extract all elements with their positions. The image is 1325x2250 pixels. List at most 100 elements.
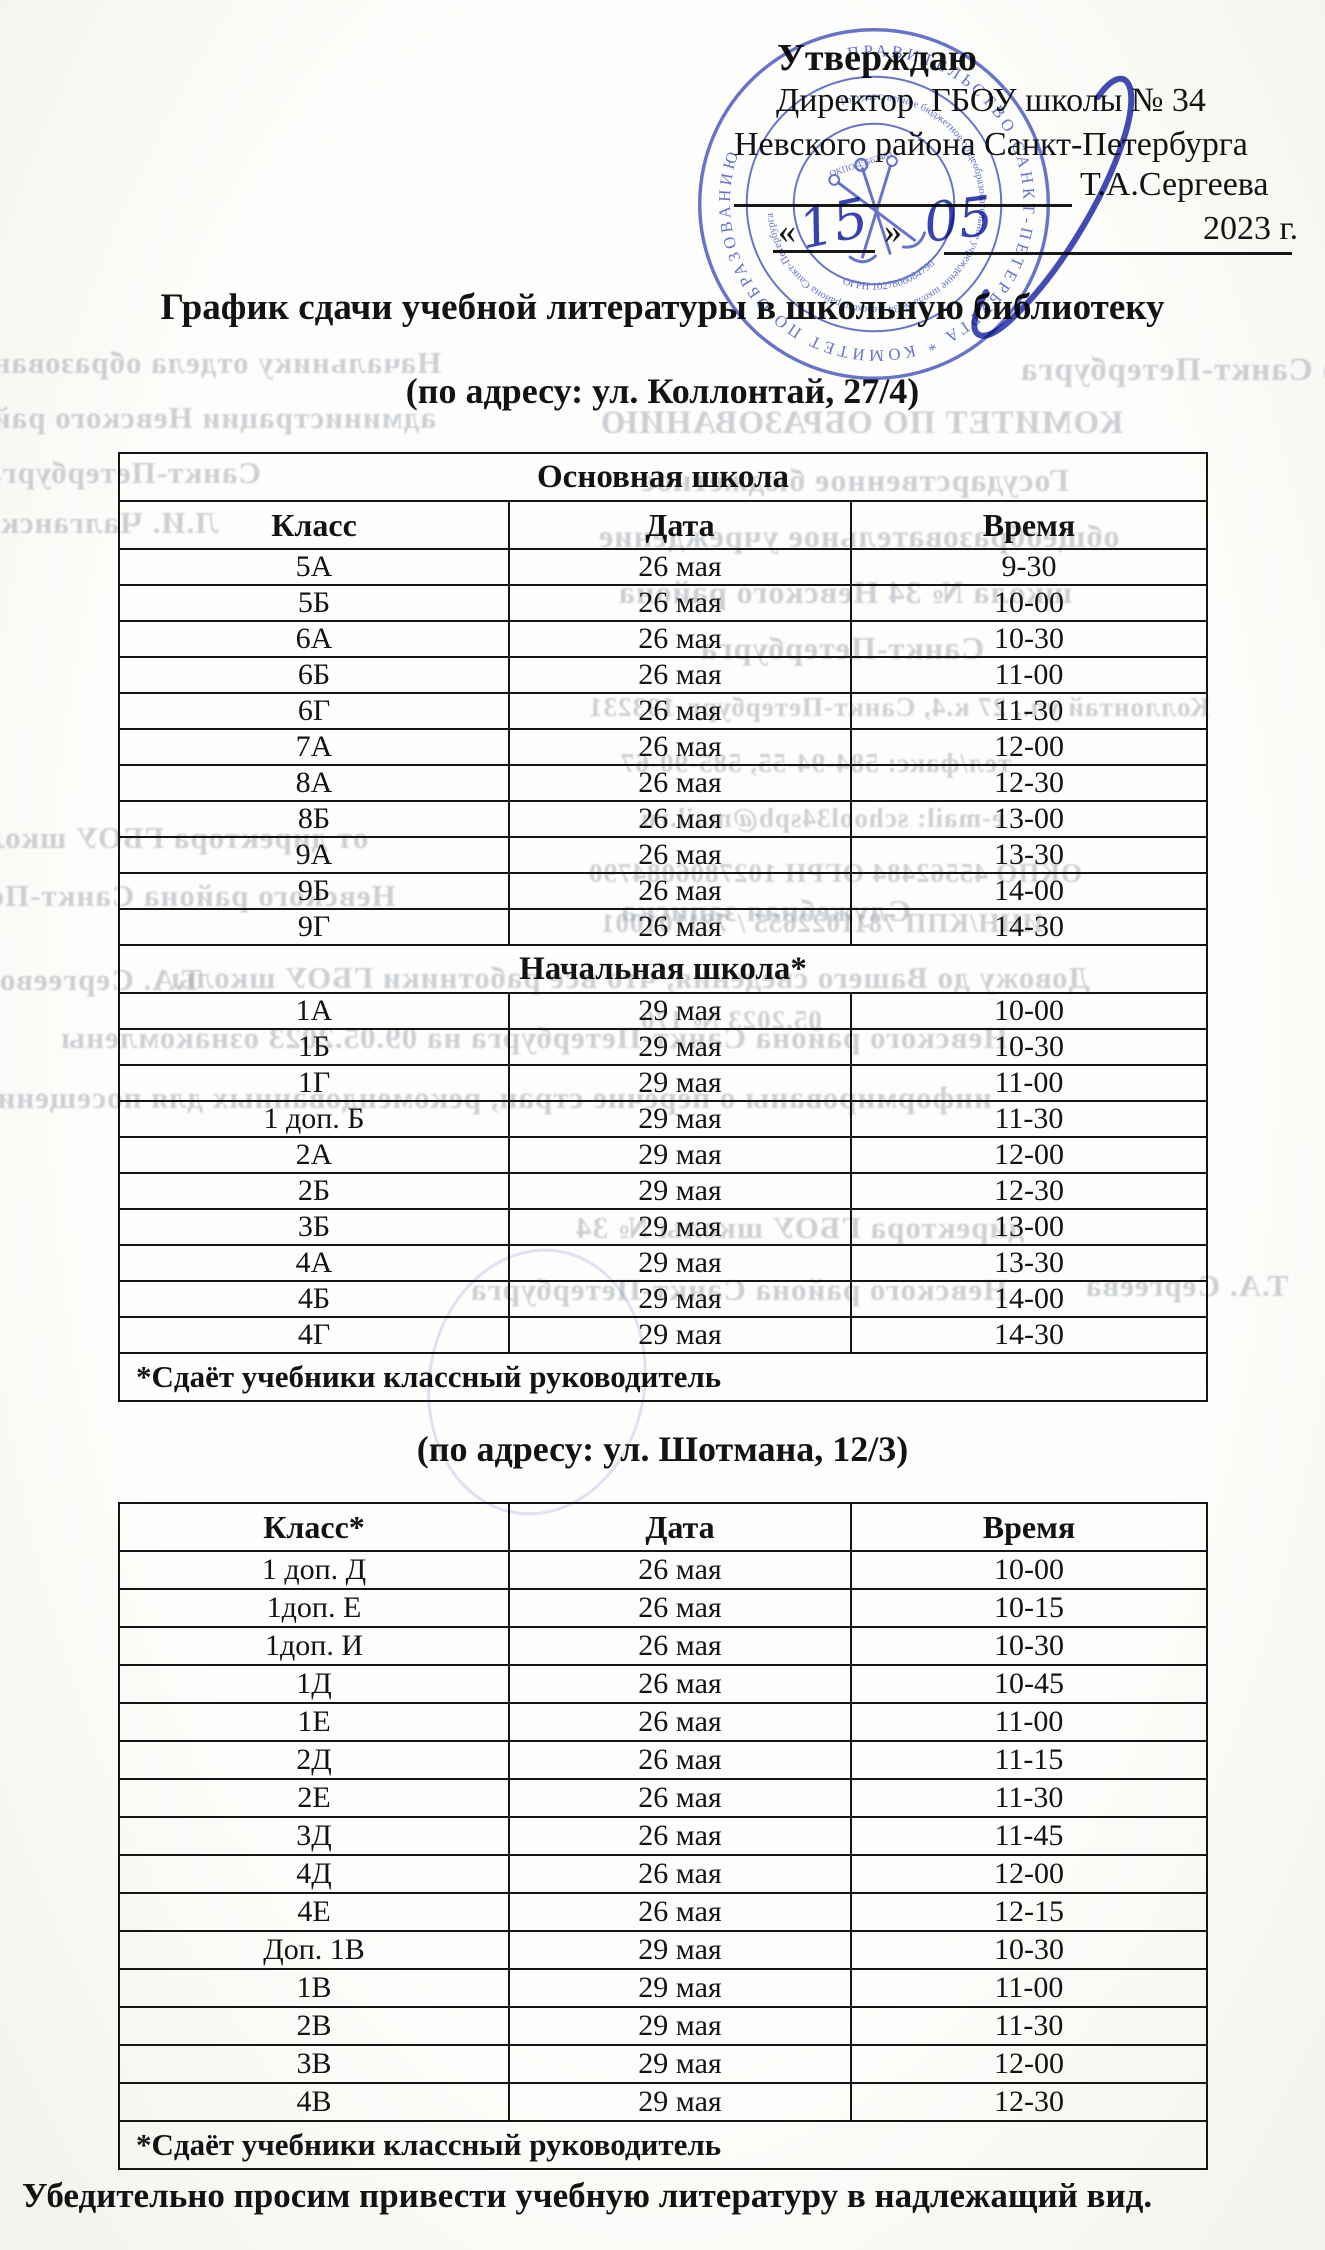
table-row: 4В 29 мая 12-30 (118, 2082, 1208, 2122)
header-row: Класс Дата Время (118, 500, 1208, 550)
date-cell: 26 мая (508, 620, 852, 658)
time-cell: 11-00 (850, 1064, 1208, 1102)
time-cell: 13-30 (850, 836, 1208, 874)
class-cell: 1 доп. Б (118, 1100, 510, 1138)
class-cell: 8А (118, 764, 510, 802)
table-row: 1доп. Е 26 мая 10-15 (118, 1588, 1208, 1628)
date-cell: 26 мая (508, 1816, 852, 1856)
date-cell: 29 мая (508, 1244, 852, 1282)
approval-year: 2023 г. (1203, 210, 1299, 247)
table-row: 6Б 26 мая 11-00 (118, 656, 1208, 694)
time-cell: 10-00 (850, 992, 1208, 1030)
class-cell: 2Д (118, 1740, 510, 1780)
class-cell: 1Г (118, 1064, 510, 1102)
date-cell: 29 мая (508, 1316, 852, 1354)
footnote-row: *Сдаёт учебники классный руководитель (118, 1352, 1208, 1402)
date-cell: 29 мая (508, 1208, 852, 1246)
table-row: 2Д 26 мая 11-15 (118, 1740, 1208, 1780)
time-cell: 11-45 (850, 1816, 1208, 1856)
table-foot-section: *Сдаёт учебники классный руководитель (118, 1352, 1208, 1402)
section-row-main-school: Основная школа (118, 452, 1208, 502)
date-cell: 26 мая (508, 1550, 852, 1590)
date-cell: 29 мая (508, 1064, 852, 1102)
class-cell: 4Г (118, 1316, 510, 1354)
table-row: 4Б 29 мая 14-00 (118, 1280, 1208, 1318)
document-address-1: (по адресу: ул. Коллонтай, 27/4) (405, 371, 920, 411)
table-body: 5А 26 мая 9-30 5Б 26 мая 10-00 6А 26 мая 10-30 6Б… (118, 548, 1208, 946)
date-cell: 26 мая (508, 656, 852, 694)
date-cell: 26 мая (508, 692, 852, 730)
time-cell: 10-00 (850, 1550, 1208, 1590)
date-cell: 26 мая (508, 836, 852, 874)
signature-underline (734, 204, 1072, 207)
class-cell: 1Д (118, 1664, 510, 1704)
date-cell: 29 мая (508, 2006, 852, 2046)
document-address-2: (по адресу: ул. Шотмана, 12/3) (416, 1429, 909, 1469)
date-cell: 26 мая (508, 1588, 852, 1628)
column-header-class: Класс (118, 500, 510, 550)
footnote-row: *Сдаёт учебники классный руководитель (118, 2120, 1208, 2170)
date-cell: 29 мая (508, 2044, 852, 2084)
time-cell: 11-00 (850, 1702, 1208, 1742)
table-mid-section: Начальная школа* (118, 944, 1208, 994)
date-cell: 26 мая (508, 1626, 852, 1666)
class-cell: 1 доп. Д (118, 1550, 510, 1590)
schedule-table-shotmana: Класс* Дата Время 1 доп. Д 26 мая 10-00 1до… (118, 1502, 1208, 2170)
time-cell: 11-15 (850, 1740, 1208, 1780)
table-foot-section: *Сдаёт учебники классный руководитель (118, 2120, 1208, 2170)
date-cell: 26 мая (508, 728, 852, 766)
date-cell: 29 мая (508, 992, 852, 1030)
time-cell: 14-00 (850, 872, 1208, 910)
class-cell: 1Б (118, 1028, 510, 1066)
date-cell: 26 мая (508, 872, 852, 910)
date-cell: 26 мая (508, 1854, 852, 1894)
time-cell: 12-15 (850, 1892, 1208, 1932)
time-cell: 14-30 (850, 1316, 1208, 1354)
class-cell: 3В (118, 2044, 510, 2084)
section-title: Основная школа (118, 452, 1208, 502)
time-cell: 11-30 (850, 1778, 1208, 1818)
table-row: 9Г 26 мая 14-30 (118, 908, 1208, 946)
stamp-okpo-text: ОКПО 45562484 (828, 150, 894, 180)
schedule-table-kollontai: Основная школа Класс Дата Время 5А 26 мая… (118, 452, 1208, 1402)
class-cell: 2А (118, 1136, 510, 1174)
time-cell: 13-00 (850, 800, 1208, 838)
time-cell: 14-30 (850, 908, 1208, 946)
date-cell: 26 мая (508, 548, 852, 586)
table-row: 1доп. И 26 мая 10-30 (118, 1626, 1208, 1666)
table-body: 1А 29 мая 10-00 1Б 29 мая 10-30 1Г 29 мая 11-00 1… (118, 992, 1208, 1354)
date-cell: 26 мая (508, 1778, 852, 1818)
table-row: 4Г 29 мая 14-30 (118, 1316, 1208, 1354)
table-row: 2Б 29 мая 12-30 (118, 1172, 1208, 1210)
table-footnote: *Сдаёт учебники классный руководитель (118, 1352, 1208, 1402)
time-cell: 10-00 (850, 584, 1208, 622)
class-cell: 1доп. Е (118, 1588, 510, 1628)
table-row: 2В 29 мая 11-30 (118, 2006, 1208, 2046)
class-cell: 3Б (118, 1208, 510, 1246)
table-row: 3В 29 мая 12-00 (118, 2044, 1208, 2084)
class-cell: 1В (118, 1968, 510, 2008)
date-cell: 26 мая (508, 1740, 852, 1780)
table-row: 2Е 26 мая 11-30 (118, 1778, 1208, 1818)
time-cell: 11-30 (850, 2006, 1208, 2046)
column-header-date: Дата (508, 500, 852, 550)
time-cell: 10-30 (850, 1626, 1208, 1666)
time-cell: 10-45 (850, 1664, 1208, 1704)
class-cell: 6А (118, 620, 510, 658)
table-row: 9Б 26 мая 14-00 (118, 872, 1208, 910)
class-cell: 4Е (118, 1892, 510, 1932)
class-cell: 4Д (118, 1854, 510, 1894)
time-cell: 12-00 (850, 2044, 1208, 2084)
table-footnote: *Сдаёт учебники классный руководитель (118, 2120, 1208, 2170)
table-row: 1Е 26 мая 11-00 (118, 1702, 1208, 1742)
date-cell: 29 мая (508, 1968, 852, 2008)
time-cell: 12-30 (850, 2082, 1208, 2122)
class-cell: 5Б (118, 584, 510, 622)
time-cell: 11-00 (850, 1968, 1208, 2008)
table-row: 9А 26 мая 13-30 (118, 836, 1208, 874)
table-row: 3Д 26 мая 11-45 (118, 1816, 1208, 1856)
column-header-date: Дата (508, 1502, 852, 1552)
bottom-request-note: Убедительно просим привести учебную лите… (22, 2176, 1153, 2215)
time-cell: 13-30 (850, 1244, 1208, 1282)
class-cell: 6Г (118, 692, 510, 730)
